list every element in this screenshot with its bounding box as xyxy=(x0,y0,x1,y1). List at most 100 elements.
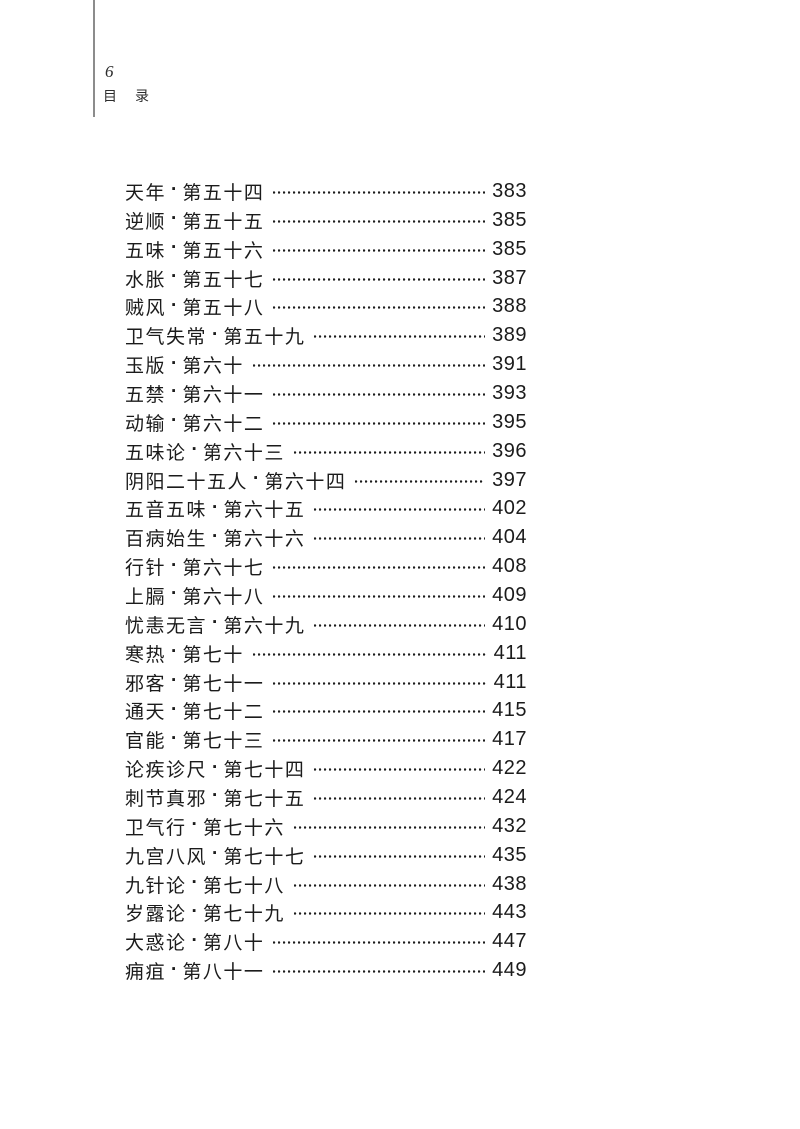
toc-entry-chapter: 第七十 xyxy=(182,644,244,666)
toc-entry-chapter: 第七十六 xyxy=(202,817,285,839)
toc-entry-row: 九宫八风 · 第七十七 435 xyxy=(125,841,527,870)
toc-entry-page: 411 xyxy=(493,641,527,664)
toc-entry-page: 383 xyxy=(492,179,527,202)
toc-entry-title: 卫气行 xyxy=(125,817,187,839)
dot-leader xyxy=(314,768,486,772)
toc-entry-page: 396 xyxy=(492,439,527,462)
toc-entry-page: 389 xyxy=(492,324,527,347)
toc-entry-title: 痈疽 xyxy=(125,962,167,984)
toc-entry-page: 410 xyxy=(492,612,527,635)
toc-entry-separator: · xyxy=(212,525,219,547)
toc-entry-page: 395 xyxy=(492,410,527,433)
dot-leader xyxy=(273,219,486,223)
toc-entry-chapter: 第八十一 xyxy=(182,962,265,984)
toc-entry-row: 水胀 · 第五十七 387 xyxy=(125,264,527,293)
toc-entry-title: 贼风 xyxy=(125,298,167,320)
toc-entry-separator: · xyxy=(171,381,178,403)
toc-entry-chapter: 第七十七 xyxy=(223,846,306,868)
toc-entry-row: 论疾诊尺 · 第七十四 422 xyxy=(125,754,527,783)
dot-leader xyxy=(314,796,486,800)
toc-entry-row: 九针论 · 第七十八 438 xyxy=(125,870,527,899)
toc-entry-separator: · xyxy=(212,612,219,634)
toc-entry-title: 阴阳二十五人 xyxy=(125,471,249,493)
dot-leader xyxy=(273,566,486,570)
toc-entry-chapter: 第七十五 xyxy=(223,788,306,810)
toc-entry-separator: · xyxy=(171,698,178,720)
toc-entry-separator: · xyxy=(171,670,178,692)
toc-entry-title: 大惑论 xyxy=(125,933,187,955)
dot-leader xyxy=(273,277,486,281)
dot-leader xyxy=(252,652,487,656)
dot-leader xyxy=(252,364,486,368)
toc-entry-separator: · xyxy=(171,410,178,432)
toc-entry-chapter: 第五十五 xyxy=(182,211,265,233)
toc-entry-page: 391 xyxy=(492,353,527,376)
toc-entry-row: 天年 · 第五十四 383 xyxy=(125,177,527,206)
toc-entry-title: 岁露论 xyxy=(125,904,187,926)
toc-entry-title: 行针 xyxy=(125,558,167,580)
toc-entry-page: 443 xyxy=(492,901,527,924)
dot-leader xyxy=(273,392,486,396)
toc-entry-chapter: 第六十三 xyxy=(202,442,285,464)
toc-entry-page: 385 xyxy=(492,208,527,231)
dot-leader xyxy=(273,248,486,252)
toc-entry-chapter: 第六十二 xyxy=(182,413,265,435)
toc-entry-row: 五禁 · 第六十一 393 xyxy=(125,379,527,408)
dot-leader xyxy=(273,710,486,714)
toc-entry-title: 逆顺 xyxy=(125,211,167,233)
toc-entry-title: 九针论 xyxy=(125,875,187,897)
toc-entry-chapter: 第六十七 xyxy=(182,558,265,580)
toc-entry-separator: · xyxy=(191,814,198,836)
toc-entry-title: 通天 xyxy=(125,702,167,724)
toc-entry-separator: · xyxy=(171,727,178,749)
dot-leader xyxy=(273,739,486,743)
toc-entry-chapter: 第七十三 xyxy=(182,731,265,753)
dot-leader xyxy=(314,537,486,541)
toc-entry-chapter: 第七十四 xyxy=(223,760,306,782)
dot-leader xyxy=(314,854,486,858)
toc-entry-row: 忧恚无言 · 第六十九 410 xyxy=(125,610,527,639)
toc-entry-page: 397 xyxy=(492,468,527,491)
toc-entry-row: 五音五味 · 第六十五 402 xyxy=(125,494,527,523)
header-vertical-rule xyxy=(93,0,95,117)
toc-entry-separator: · xyxy=(171,237,178,259)
toc-entry-title: 忧恚无言 xyxy=(125,615,208,637)
toc-entry-separator: · xyxy=(212,843,219,865)
toc-entry-page: 447 xyxy=(492,930,527,953)
toc-entry-chapter: 第六十八 xyxy=(182,586,265,608)
toc-entry-row: 五味论 · 第六十三 396 xyxy=(125,437,527,466)
toc-entry-chapter: 第六十六 xyxy=(223,529,306,551)
dot-leader xyxy=(273,190,486,194)
toc-entry-page: 438 xyxy=(492,872,527,895)
toc-entry-row: 通天 · 第七十二 415 xyxy=(125,696,527,725)
toc-entry-row: 五味 · 第五十六 385 xyxy=(125,235,527,264)
toc-entry-page: 393 xyxy=(492,381,527,404)
toc-entry-separator: · xyxy=(171,958,178,980)
toc-entry-title: 九宫八风 xyxy=(125,846,208,868)
dot-leader xyxy=(293,883,486,887)
toc-entry-row: 行针 · 第六十七 408 xyxy=(125,552,527,581)
toc-entry-row: 痈疽 · 第八十一 449 xyxy=(125,956,527,985)
dot-leader xyxy=(273,681,487,685)
toc-entry-separator: · xyxy=(171,294,178,316)
toc-entry-chapter: 第八十 xyxy=(202,933,265,955)
toc-entry-separator: · xyxy=(212,785,219,807)
toc-entry-separator: · xyxy=(171,352,178,374)
toc-entry-row: 大惑论 · 第八十 447 xyxy=(125,927,527,956)
dot-leader xyxy=(293,450,486,454)
toc-entry-title: 邪客 xyxy=(125,673,167,695)
toc-entry-title: 五音五味 xyxy=(125,500,208,522)
toc-entry-page: 402 xyxy=(492,497,527,520)
toc-entry-chapter: 第五十九 xyxy=(223,327,306,349)
toc-entry-title: 寒热 xyxy=(125,644,167,666)
toc-entry-row: 阴阳二十五人 · 第六十四 397 xyxy=(125,466,527,495)
toc-entry-title: 水胀 xyxy=(125,269,167,291)
toc-entry-title: 五味论 xyxy=(125,442,187,464)
toc-entry-separator: · xyxy=(191,900,198,922)
toc-entry-separator: · xyxy=(171,583,178,605)
dot-leader xyxy=(314,335,486,339)
toc-entry-title: 五禁 xyxy=(125,384,167,406)
toc-entry-row: 官能 · 第七十三 417 xyxy=(125,725,527,754)
toc-entry-page: 415 xyxy=(492,699,527,722)
toc-entry-chapter: 第七十九 xyxy=(202,904,285,926)
